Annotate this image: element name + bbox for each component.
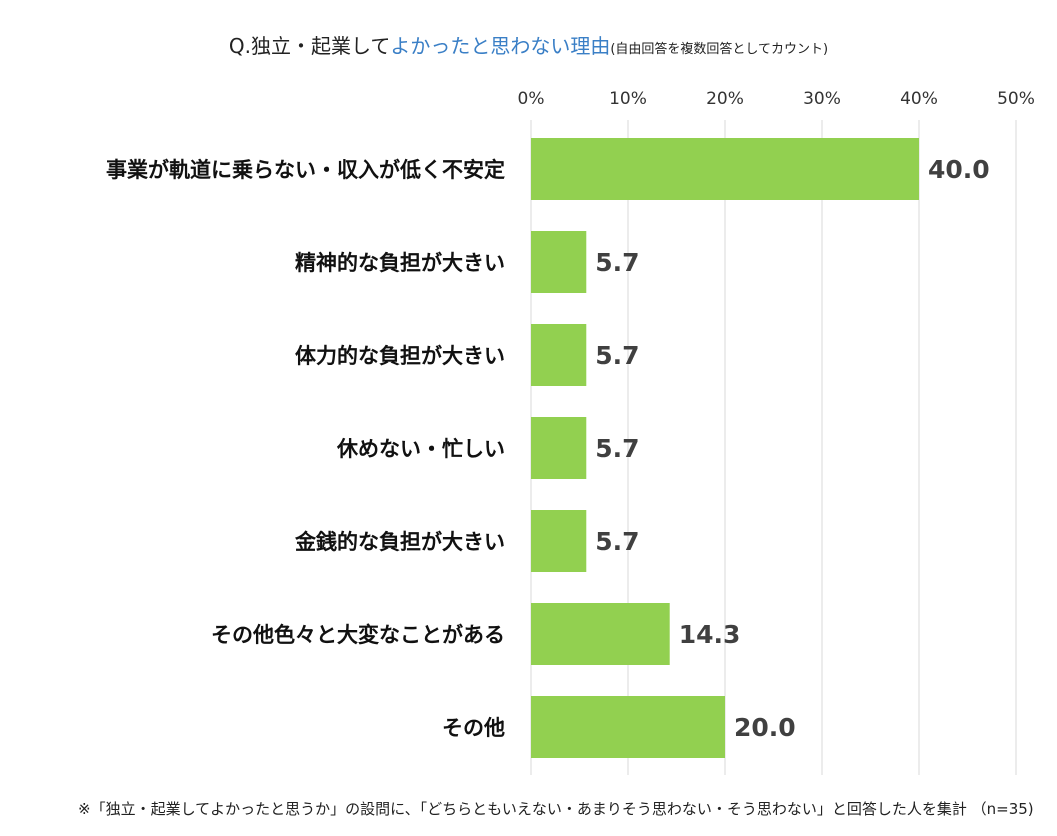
tick-label: 40% — [900, 89, 938, 109]
bar — [531, 231, 586, 293]
tick-label: 30% — [803, 89, 841, 109]
category-label: 休めない・忙しい — [336, 437, 505, 461]
data-label: 5.7 — [595, 248, 639, 277]
category-label: 体力的な負担が大きい — [295, 344, 505, 368]
category-label: その他 — [442, 716, 505, 740]
bar — [531, 138, 919, 200]
tick-label: 0% — [518, 89, 545, 109]
tick-label: 20% — [706, 89, 744, 109]
category-label: 金銭的な負担が大きい — [294, 530, 505, 554]
category-label: その他色々と大変なことがある — [211, 623, 505, 647]
data-label: 14.3 — [679, 620, 741, 649]
bar — [531, 696, 725, 758]
bar — [531, 324, 586, 386]
data-label: 5.7 — [595, 527, 639, 556]
tick-label: 10% — [609, 89, 647, 109]
bar-chart: 0% 10% 20% 30% 40% 50% 40.0 事業が軌道に乗らない・収入が低く不安定… — [0, 0, 1057, 836]
bar — [531, 603, 670, 665]
tick-label: 50% — [997, 89, 1035, 109]
category-label: 事業が軌道に乗らない・収入が低く不安定 — [106, 158, 505, 182]
data-label: 20.0 — [734, 713, 796, 742]
data-label: 5.7 — [595, 434, 639, 463]
bar — [531, 510, 586, 572]
bar — [531, 417, 586, 479]
category-label: 精神的な負担が大きい — [295, 251, 505, 275]
data-label: 5.7 — [595, 341, 639, 370]
footnote: ※「独立・起業してよかったと思うか」の設問に、「どちらともいえない・あまりそう思… — [78, 798, 1034, 819]
data-label: 40.0 — [928, 155, 990, 184]
